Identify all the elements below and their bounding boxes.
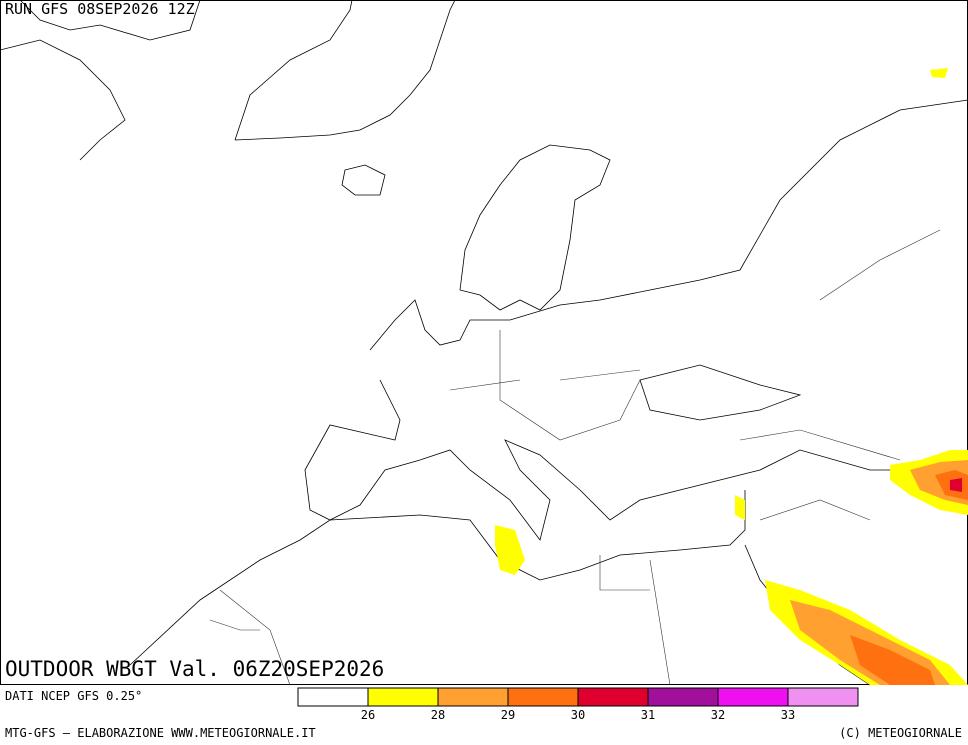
legend-label: 26 [361,708,375,722]
legend: 26 28 29 30 31 32 33 [297,687,859,722]
coastline [459,144,611,311]
coastline [369,99,968,351]
legend-swatch [297,687,369,707]
map-title: OUTDOOR WBGT Val. 06Z20SEP2026 [5,657,384,681]
coastline [0,0,201,161]
legend-swatch [437,687,509,707]
wbgt-area [930,68,948,78]
footer-right: (C) METEOGIORNALE [839,726,962,740]
legend-swatch [367,687,439,707]
footer-left: MTG-GFS – ELABORAZIONE WWW.METEOGIORNALE… [5,726,316,740]
legend-label: 33 [781,708,795,722]
border [209,229,941,686]
legend-label: 31 [641,708,655,722]
legend-label: 28 [431,708,445,722]
coastline [341,164,386,196]
legend-label: 30 [571,708,585,722]
legend-swatch [507,687,579,707]
map-frame [0,0,968,685]
wbgt-area [495,525,525,575]
coastline [234,0,456,141]
run-label: RUN GFS 08SEP2026 12Z [5,0,195,18]
legend-swatch [717,687,789,707]
legend-label: 29 [501,708,515,722]
source-label: DATI NCEP GFS 0.25° [5,689,142,703]
wbgt-area [850,635,935,685]
legend-swatch [787,687,859,707]
coastline [639,364,802,421]
coastline [304,379,910,541]
wbgt-area [735,495,745,520]
legend-swatch [647,687,719,707]
map: RUN GFS 08SEP2026 12Z OUTDOOR WBGT Val. … [0,0,968,686]
legend-swatch [577,687,649,707]
wbgt-area [950,478,962,492]
legend-label: 32 [711,708,725,722]
